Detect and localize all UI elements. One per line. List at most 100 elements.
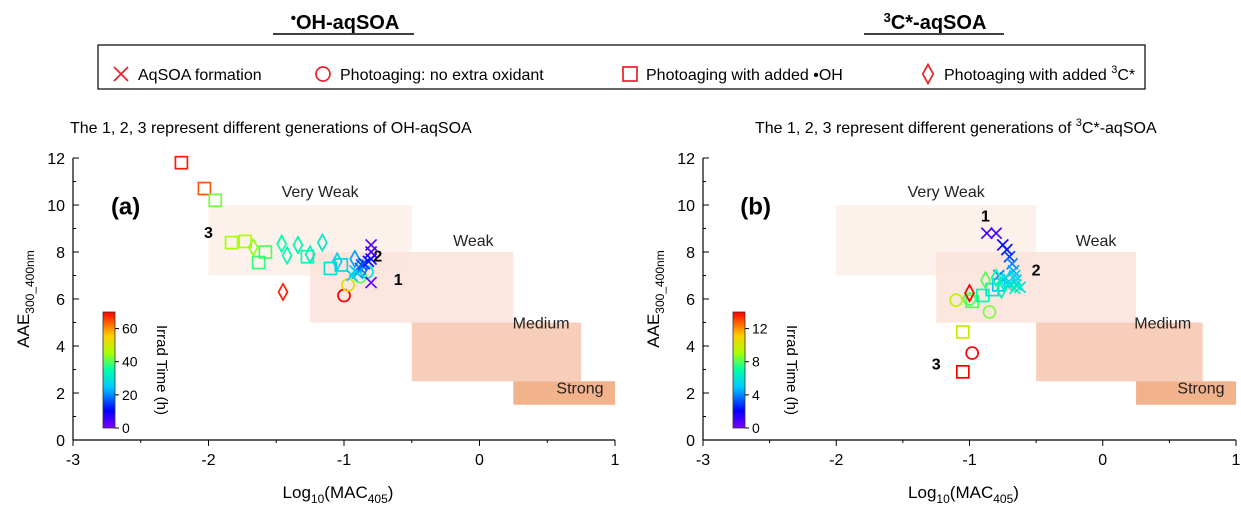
colorbar	[102, 311, 116, 429]
data-point-circle	[982, 305, 997, 319]
data-point-square	[208, 193, 223, 208]
data-point-x	[346, 269, 359, 282]
data-point-x	[355, 258, 368, 272]
colorbar-tick-label: 20	[122, 387, 138, 403]
y-axis-label: AAE300_400nm	[14, 250, 37, 347]
colorbar-label: Irrad Time (h)	[153, 325, 170, 415]
data-point-circle	[949, 293, 964, 308]
generation-label: 3	[204, 225, 213, 242]
data-point-diamond	[276, 233, 288, 254]
data-point-diamond	[304, 244, 316, 265]
y-tick-label: 2	[686, 386, 695, 403]
data-point-x	[364, 276, 378, 289]
x-tick-label: 0	[475, 452, 484, 469]
data-point-diamond	[996, 279, 1007, 300]
x-tick-label: -3	[696, 452, 710, 469]
legend-marker-diamond	[921, 62, 935, 86]
region-medium	[1036, 322, 1203, 382]
y-tick-label: 8	[686, 245, 695, 262]
colorbar-tick-label: 12	[752, 321, 768, 337]
x-tick-label: -2	[829, 452, 843, 469]
region-label-weak: Weak	[1076, 233, 1118, 250]
generation-label: 1	[394, 272, 403, 289]
y-tick-label: 10	[47, 198, 65, 215]
y-tick-label: 6	[56, 292, 65, 309]
right-panel-heading: 3C*-aqSOA	[884, 10, 987, 34]
colorbar	[732, 311, 746, 429]
data-point-x	[362, 255, 375, 268]
region-label-weak: Weak	[453, 233, 495, 250]
y-tick-label: 12	[677, 151, 695, 168]
region-label-medium: Medium	[513, 316, 570, 333]
data-point-diamond	[331, 251, 343, 272]
panel-title: The 1, 2, 3 represent different generati…	[755, 117, 1157, 137]
data-point-diamond	[964, 283, 975, 303]
legend-box	[97, 44, 1146, 90]
data-point-circle	[965, 346, 980, 360]
generation-label: 2	[373, 248, 382, 265]
region-weak	[936, 252, 1137, 323]
data-point-x	[990, 227, 1003, 240]
colorbar-tick-label: 60	[122, 321, 138, 337]
x-tick-label: 1	[611, 452, 620, 469]
data-point-x	[1003, 250, 1016, 263]
data-point-diamond	[247, 237, 259, 258]
data-point-square	[955, 365, 970, 379]
data-point-diamond	[292, 235, 304, 255]
region-label-medium: Medium	[1134, 316, 1191, 333]
y-tick-label: 2	[56, 386, 65, 403]
region-label-strong: Strong	[556, 380, 603, 397]
data-point-square	[991, 278, 1006, 292]
region-strong	[1136, 381, 1236, 405]
region-label-very_weak: Very Weak	[282, 184, 360, 201]
x-axis-label: Log10(MAC405)	[908, 483, 1019, 505]
generation-label: 2	[1032, 263, 1041, 280]
colorbar-label: Irrad Time (h)	[783, 325, 800, 415]
x-tick-label: -2	[201, 452, 215, 469]
legend-entry-label: Photoaging: no extra oxidant	[340, 67, 544, 84]
x-axis-label: Log10(MAC405)	[283, 483, 394, 505]
data-point-square	[955, 325, 970, 339]
data-point-diamond	[281, 245, 293, 266]
data-point-square	[174, 155, 189, 170]
legend-entry-label: Photoaging with added 3C*	[944, 64, 1135, 84]
legend: AqSOA formation Photoaging: no extra oxid…	[97, 44, 1146, 90]
generation-label: 3	[932, 357, 941, 374]
x-tick-label: 1	[1232, 452, 1241, 469]
data-point-diamond	[998, 272, 1010, 293]
region-medium	[411, 322, 582, 382]
colorbar-tick-label: 0	[122, 420, 130, 436]
data-point-square	[251, 255, 266, 270]
y-tick-label: 6	[686, 292, 695, 309]
left-panel-heading: •OH-aqSOA	[291, 10, 400, 34]
region-strong	[513, 381, 615, 405]
data-point-diamond	[980, 270, 991, 291]
y-tick-label: 0	[686, 433, 695, 450]
x-tick-label: -1	[337, 452, 351, 469]
colorbar-tick-label: 0	[752, 420, 760, 436]
data-point-circle	[962, 292, 977, 306]
y-tick-label: 4	[686, 339, 695, 356]
x-tick-label: -1	[962, 452, 976, 469]
legend-entry-label: Photoaging with added •OH	[646, 67, 843, 84]
y-tick-label: 0	[56, 433, 65, 450]
legend-marker-square	[622, 66, 638, 82]
data-point-x	[1000, 243, 1013, 256]
legend-marker-circle	[315, 66, 331, 82]
generation-label: 1	[981, 208, 990, 225]
data-point-x	[980, 227, 993, 240]
y-tick-label: 10	[677, 198, 695, 215]
y-tick-label: 12	[47, 151, 65, 168]
colorbar-tick-label: 40	[122, 354, 138, 370]
region-label-very_weak: Very Weak	[908, 184, 986, 201]
legend-entry-label: AqSOA formation	[138, 67, 262, 84]
data-point-square	[224, 235, 239, 250]
colorbar-tick-label: 4	[752, 387, 760, 403]
colorbar-tick-label: 8	[752, 354, 760, 370]
data-point-square	[197, 181, 212, 196]
region-label-strong: Strong	[1177, 380, 1224, 397]
data-point-diamond	[1003, 270, 1015, 291]
panel-label: (a)	[111, 193, 140, 220]
